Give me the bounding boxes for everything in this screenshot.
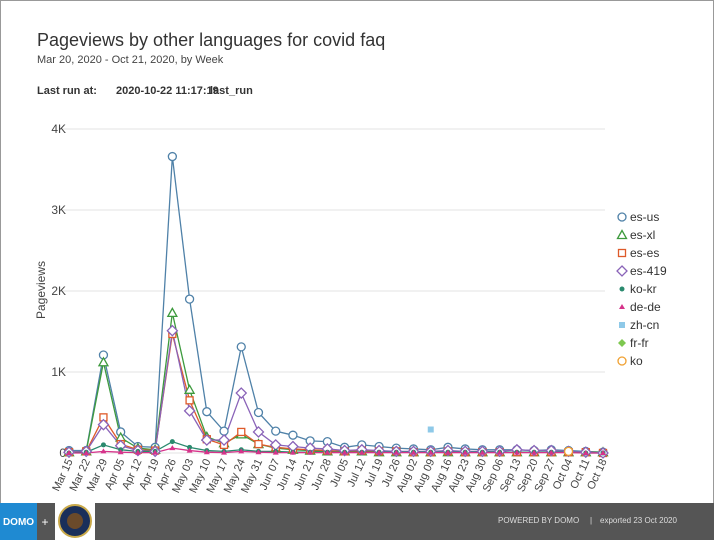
point <box>410 449 417 455</box>
point <box>97 418 110 431</box>
legend-label: ko-kr <box>630 282 657 296</box>
point <box>200 434 213 446</box>
point <box>186 447 193 453</box>
point <box>289 449 296 455</box>
point <box>619 304 625 309</box>
point <box>255 449 262 455</box>
point <box>617 356 627 366</box>
y-tick-label: 2K <box>51 284 66 298</box>
point <box>184 294 195 304</box>
point <box>236 342 246 352</box>
y-tick-label: 3K <box>51 203 66 217</box>
point <box>548 449 555 455</box>
legend-label: es-us <box>630 210 659 224</box>
point <box>238 448 245 454</box>
point <box>185 396 194 405</box>
separator: | <box>590 516 592 525</box>
plus: + <box>41 515 48 529</box>
exported: exported 23 Oct 2020 <box>600 516 677 525</box>
point <box>582 450 589 455</box>
point <box>169 439 175 445</box>
chart-subtitle: Mar 20, 2020 - Oct 21, 2020, by Week <box>37 54 224 66</box>
point <box>617 212 627 222</box>
point <box>616 229 628 240</box>
point <box>187 444 193 450</box>
point <box>152 449 159 455</box>
point <box>619 286 625 292</box>
last-run-label: Last run at: <box>37 85 97 97</box>
point <box>271 426 281 436</box>
point <box>288 430 298 440</box>
point <box>618 339 626 347</box>
point <box>66 450 72 455</box>
legend-label: zh-cn <box>630 318 659 332</box>
point <box>617 248 627 258</box>
point <box>252 426 265 438</box>
point <box>219 426 229 436</box>
point <box>97 356 110 367</box>
point <box>307 449 314 455</box>
point <box>134 449 141 455</box>
point <box>169 445 176 451</box>
point <box>183 404 196 417</box>
domo-logo-text: DOMO <box>3 517 34 528</box>
seal-emblem <box>67 513 83 529</box>
point <box>324 449 331 455</box>
point <box>616 265 628 277</box>
point <box>253 407 264 418</box>
point <box>254 439 263 449</box>
point <box>600 450 606 455</box>
point <box>166 307 178 318</box>
footer-bar <box>0 503 714 540</box>
point <box>444 449 451 455</box>
legend-label: ko <box>630 354 643 368</box>
legend-label: es-es <box>630 246 659 260</box>
point <box>83 450 90 455</box>
legend-label: de-de <box>630 300 661 314</box>
point <box>531 449 538 455</box>
legend-label: es-419 <box>630 264 667 278</box>
last-run-name: last_run <box>210 85 253 97</box>
point <box>393 449 400 455</box>
point <box>237 427 246 437</box>
point <box>272 449 279 455</box>
point <box>341 449 348 455</box>
point <box>100 442 106 448</box>
point <box>203 449 210 455</box>
legend-label: fr-fr <box>630 336 649 350</box>
y-axis-label: Pageviews <box>34 261 48 319</box>
last-run: 2020-10-22 11:17:19 <box>116 85 219 97</box>
powered-by: POWERED BY DOMO <box>498 516 579 525</box>
point <box>167 151 178 162</box>
point <box>166 324 179 337</box>
point <box>221 449 228 455</box>
point <box>496 449 503 455</box>
y-tick-label: 1K <box>51 365 66 379</box>
point <box>235 387 248 399</box>
chart-title: Pageviews by other languages for covid f… <box>37 30 385 50</box>
point <box>117 449 124 455</box>
point <box>202 407 212 417</box>
point <box>563 446 574 457</box>
y-tick-label: 4K <box>51 122 66 136</box>
point <box>462 449 469 455</box>
domo-logo <box>0 503 37 540</box>
point <box>427 449 434 455</box>
point <box>427 426 434 433</box>
point <box>376 449 383 455</box>
point <box>218 434 230 446</box>
y-tick-label: 0 <box>59 446 66 460</box>
legend-label: es-xl <box>630 228 655 242</box>
point <box>479 449 486 455</box>
point <box>619 322 625 328</box>
point <box>358 449 365 455</box>
point <box>513 449 520 455</box>
point <box>100 448 107 454</box>
point <box>183 383 196 394</box>
